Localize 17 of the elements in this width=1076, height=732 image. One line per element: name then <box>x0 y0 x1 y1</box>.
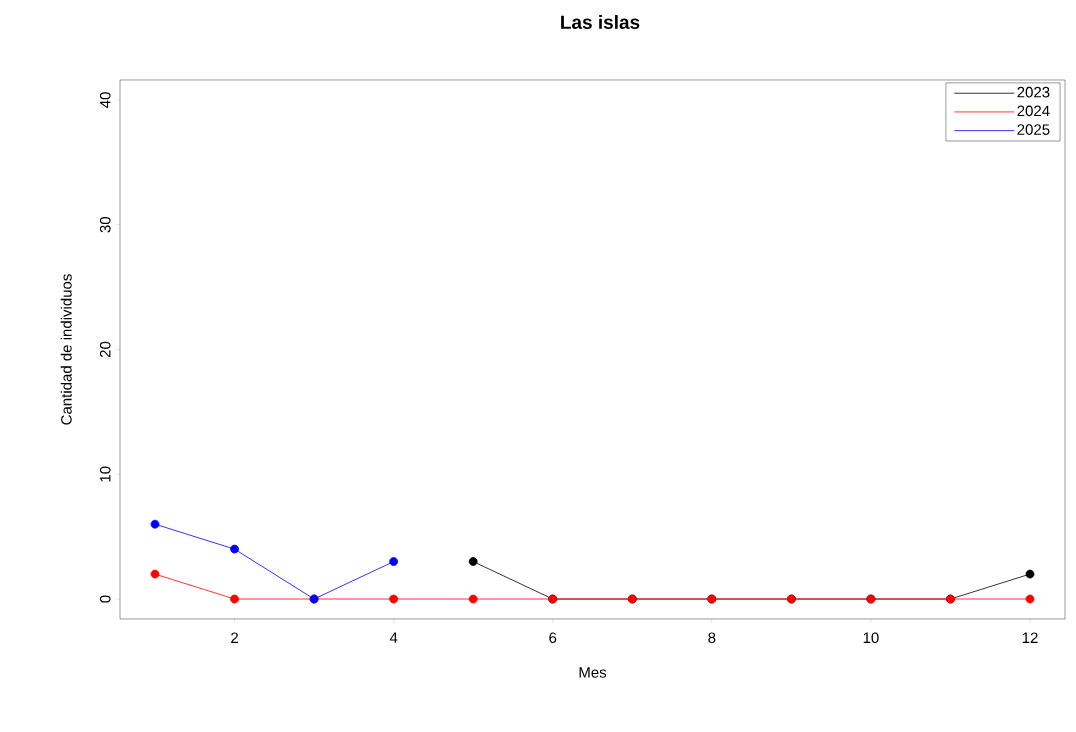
y-axis-title: Cantidad de individuos <box>60 274 72 425</box>
y-tick-label: 20 <box>99 341 111 358</box>
x-tick-label: 8 <box>708 632 716 644</box>
y-tick-label: 30 <box>99 216 111 233</box>
y-tick-label: 40 <box>99 92 111 108</box>
chart-title: Las islas <box>561 15 640 29</box>
legend-label: 2024 <box>1017 105 1050 117</box>
x-axis-title: Mes <box>579 667 607 678</box>
y-tick-label: 10 <box>99 466 111 482</box>
x-tick-label: 12 <box>1022 632 1038 643</box>
x-tick-label: 4 <box>389 632 398 643</box>
legend-label: 2023 <box>1017 86 1050 98</box>
x-tick-label: 10 <box>863 632 879 644</box>
x-tick-label: 2 <box>231 632 238 643</box>
legend-label: 2025 <box>1017 124 1050 135</box>
y-tick-label: 0 <box>99 595 111 603</box>
x-tick-label: 6 <box>549 632 557 644</box>
